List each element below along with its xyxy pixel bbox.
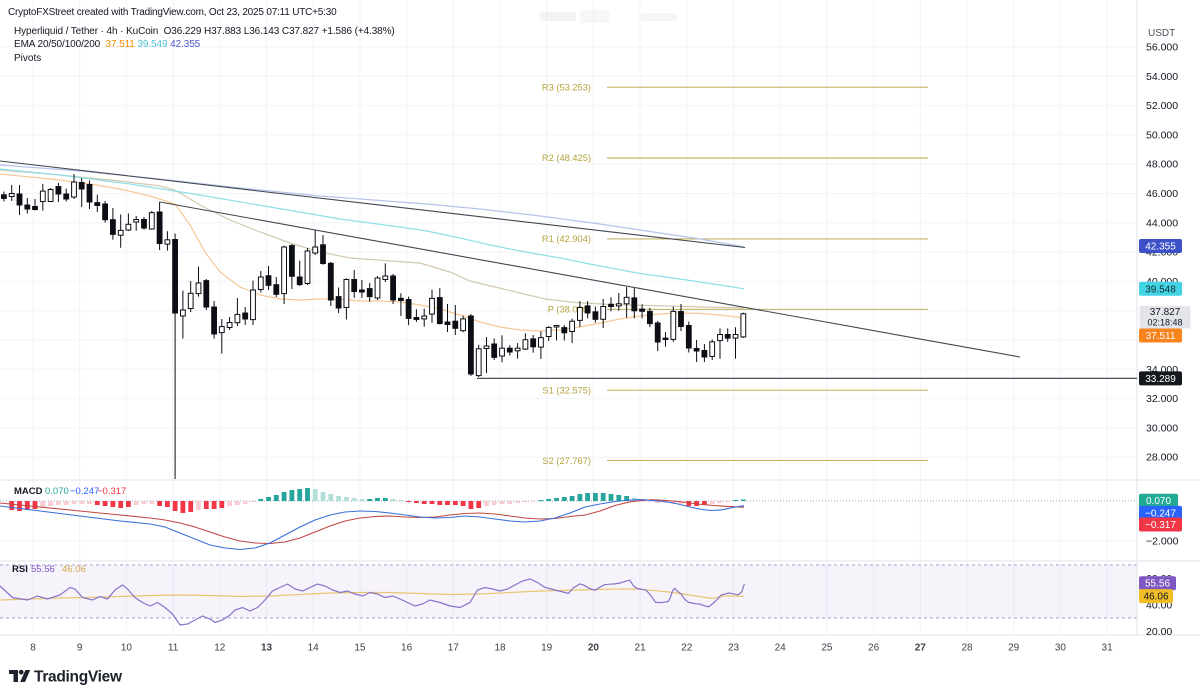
svg-text:52.000: 52.000	[1146, 100, 1178, 112]
svg-text:9: 9	[77, 643, 83, 654]
svg-text:14: 14	[308, 643, 320, 654]
svg-text:48.000: 48.000	[1146, 159, 1178, 171]
svg-text:16: 16	[401, 643, 413, 654]
svg-text:S1 (32.575): S1 (32.575)	[542, 385, 591, 395]
svg-text:54.000: 54.000	[1146, 71, 1178, 83]
svg-text:−0.317: −0.317	[97, 486, 126, 497]
svg-text:−0.247: −0.247	[1145, 508, 1176, 519]
svg-text:R3 (53.253): R3 (53.253)	[542, 82, 591, 92]
svg-text:22: 22	[681, 643, 693, 654]
svg-text:S2 (27.767): S2 (27.767)	[542, 456, 591, 466]
svg-text:12: 12	[214, 643, 226, 654]
svg-text:37.827: 37.827	[1150, 307, 1181, 318]
svg-text:P (38.096): P (38.096)	[548, 305, 591, 315]
svg-text:56.000: 56.000	[1146, 42, 1178, 54]
svg-text:11: 11	[168, 643, 179, 654]
svg-text:R2 (48.425): R2 (48.425)	[542, 153, 591, 163]
svg-text:MACD: MACD	[14, 486, 43, 497]
svg-text:27: 27	[915, 643, 927, 654]
svg-text:02:18:48: 02:18:48	[1147, 318, 1182, 328]
svg-text:23: 23	[728, 643, 740, 654]
svg-text:8: 8	[30, 643, 36, 654]
svg-text:0.070: 0.070	[45, 486, 69, 497]
svg-text:28.000: 28.000	[1146, 452, 1178, 464]
svg-text:44.000: 44.000	[1146, 217, 1178, 229]
svg-text:39.548: 39.548	[1145, 284, 1176, 295]
svg-text:37.511: 37.511	[1146, 331, 1176, 342]
svg-text:46.06: 46.06	[1143, 592, 1168, 603]
svg-text:−0.247: −0.247	[70, 486, 99, 497]
svg-text:RSI: RSI	[12, 564, 28, 575]
svg-text:29: 29	[1008, 643, 1020, 654]
svg-text:42.355: 42.355	[1145, 242, 1176, 253]
svg-text:25: 25	[821, 643, 833, 654]
svg-text:CryptoFXStreet created with Tr: CryptoFXStreet created with TradingView.…	[8, 7, 337, 18]
svg-text:20.00: 20.00	[1146, 626, 1172, 638]
svg-text:28: 28	[961, 643, 973, 654]
svg-text:10: 10	[121, 643, 133, 654]
svg-text:Hyperliquid / Tether · 4h · Ku: Hyperliquid / Tether · 4h · KuCoin O36.2…	[14, 26, 395, 37]
svg-text:USDT: USDT	[1148, 28, 1175, 39]
svg-text:R1 (42.904): R1 (42.904)	[542, 234, 591, 244]
svg-text:13: 13	[261, 643, 273, 654]
svg-text:30: 30	[1055, 643, 1067, 654]
svg-text:−2.000: −2.000	[1146, 535, 1179, 547]
svg-text:32.000: 32.000	[1146, 393, 1178, 405]
svg-text:20: 20	[588, 643, 600, 654]
svg-text:31: 31	[1102, 643, 1114, 654]
svg-text:EMA 20/50/100/200 37.511 39.5: EMA 20/50/100/200 37.511 39.549 42.355	[14, 39, 201, 50]
svg-text:46.000: 46.000	[1146, 188, 1178, 200]
svg-text:0.070: 0.070	[1146, 496, 1171, 507]
svg-text:19: 19	[541, 643, 553, 654]
svg-text:21: 21	[635, 643, 647, 654]
svg-text:−0.317: −0.317	[1145, 520, 1176, 531]
svg-text:30.000: 30.000	[1146, 422, 1178, 434]
svg-text:18: 18	[494, 643, 506, 654]
svg-text:26: 26	[868, 643, 880, 654]
svg-text:55.56: 55.56	[1145, 579, 1170, 590]
svg-text:50.000: 50.000	[1146, 129, 1178, 141]
svg-text:55.56: 55.56	[31, 564, 55, 575]
svg-text:15: 15	[354, 643, 366, 654]
svg-text:Pivots: Pivots	[14, 53, 41, 64]
svg-text:46.06: 46.06	[62, 564, 86, 575]
svg-text:17: 17	[448, 643, 460, 654]
svg-text:24: 24	[775, 643, 787, 654]
svg-text:33.289: 33.289	[1145, 374, 1176, 385]
svg-text:TradingView: TradingView	[34, 669, 123, 686]
